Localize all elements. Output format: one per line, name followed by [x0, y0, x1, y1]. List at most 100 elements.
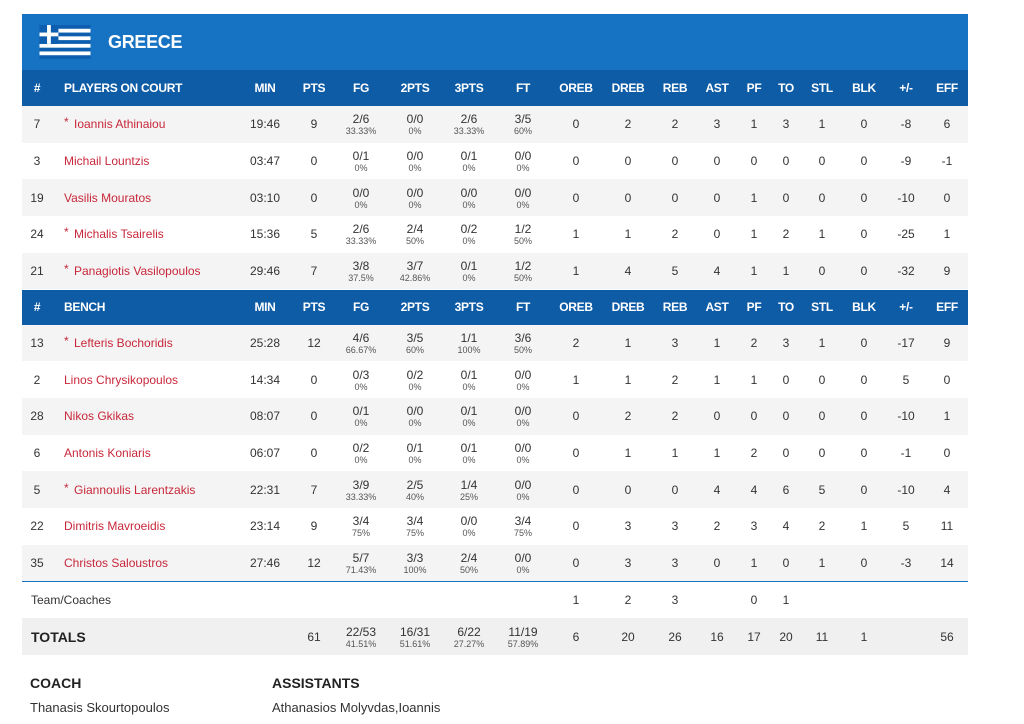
shot-pct: 0% [516, 565, 530, 576]
stat: 0 [713, 190, 721, 205]
stat: 29:46 [249, 264, 281, 279]
col-label: FG [352, 81, 370, 95]
player-name[interactable]: Michail Lountzis [64, 154, 150, 169]
col-label: +/- [899, 81, 913, 95]
stat: 0 [671, 190, 679, 205]
jersey: 19 [30, 190, 44, 205]
stat: 03:10 [249, 190, 281, 205]
col-label: AST [705, 300, 729, 314]
stat: 0 [943, 190, 951, 205]
stat: 20 [621, 629, 635, 644]
shot-made: 0/0 [406, 185, 424, 200]
shot-made: 0/0 [514, 551, 532, 566]
player-name[interactable]: Christos Saloustros [64, 556, 169, 571]
col-label: 2PTS [400, 81, 430, 95]
col-label: TO [778, 81, 794, 95]
col-label: 3PTS [454, 300, 484, 314]
stat: 0 [750, 593, 758, 608]
shot-made: 3/4 [514, 514, 532, 529]
player-name[interactable]: Ioannis Athinaiou [74, 117, 166, 132]
shot-pct: 0% [516, 163, 530, 174]
stat: 25:28 [249, 335, 281, 350]
col-label: TO [778, 300, 794, 314]
stat: 0 [782, 556, 790, 571]
shot-pct: 0% [462, 454, 476, 465]
stat: 06:07 [249, 445, 281, 460]
stat: 0 [782, 154, 790, 169]
col-label: BLK [852, 81, 876, 95]
stat: 61 [307, 629, 321, 644]
shot-pct: 75% [405, 528, 424, 539]
stat: 3 [624, 556, 632, 571]
starter-mark: * [64, 262, 69, 277]
stat: -9 [900, 154, 912, 169]
player-row: 19 Vasilis Mouratos 03:10 0 0/0 0% 0/0 0% 0/0 0% 0… [22, 179, 968, 218]
jersey: 22 [30, 519, 44, 534]
stat: 0 [310, 372, 318, 387]
stat: 0 [624, 190, 632, 205]
player-name[interactable]: Michalis Tsairelis [74, 227, 164, 242]
col-label: EFF [936, 300, 958, 314]
stat: 2 [713, 519, 721, 534]
stat: 1 [572, 227, 580, 242]
shot-pct: 0% [354, 199, 368, 210]
shot-made: 0/1 [460, 367, 478, 382]
col-label: REB [662, 300, 688, 314]
team-row: Team/Coaches 1 2 3 0 1 [22, 581, 968, 620]
stat: 0 [860, 227, 868, 242]
shot-pct: 0% [462, 381, 476, 392]
shot-made: 1/2 [514, 222, 532, 237]
stat: 6 [782, 482, 790, 497]
shot-made: 4/6 [352, 330, 370, 345]
shot-pct: 33.33% [345, 491, 377, 502]
shot-pct: 0% [354, 418, 368, 429]
stat: 1 [818, 227, 826, 242]
stat: 1 [624, 445, 632, 460]
shot-pct: 0% [462, 163, 476, 174]
shot-made: 0/1 [352, 404, 370, 419]
player-name[interactable]: Dimitris Mavroeidis [64, 519, 166, 534]
stat: -1 [900, 445, 912, 460]
shot-pct: 33.33% [345, 236, 377, 247]
team-name: GREECE [108, 32, 183, 52]
shot-made: 3/4 [406, 514, 424, 529]
stat: 4 [943, 482, 951, 497]
col-label: +/- [899, 300, 913, 314]
stat: 12 [307, 335, 321, 350]
shot-made: 0/0 [460, 185, 478, 200]
shot-made: 3/4 [352, 514, 370, 529]
shot-made: 2/6 [352, 222, 370, 237]
shot-made: 0/1 [406, 440, 424, 455]
shot-made: 0/1 [460, 404, 478, 419]
shot-pct: 0% [462, 199, 476, 210]
shot-pct: 0% [408, 126, 422, 137]
col-label: FT [515, 300, 531, 314]
shot-pct: 25% [459, 491, 478, 502]
shot-made: 0/1 [460, 440, 478, 455]
shot-made: 2/6 [460, 112, 478, 127]
player-name[interactable]: Linos Chrysikopoulos [64, 372, 179, 387]
player-row: 35 Christos Saloustros 27:46 12 5/7 71.43% 3/3… [22, 544, 968, 583]
player-name[interactable]: Nikos Gkikas [64, 409, 135, 424]
col-label: FT [515, 81, 531, 95]
shot-made: 0/0 [514, 149, 532, 164]
totals-label: TOTALS [31, 629, 86, 646]
shot-pct: 0% [408, 418, 422, 429]
col-label: AST [705, 81, 729, 95]
stat: 1 [750, 227, 758, 242]
shot-pct: 100% [457, 344, 481, 355]
stat: 19:46 [249, 117, 281, 132]
shot-made: 2/5 [406, 477, 424, 492]
shot-pct: 57.89% [507, 638, 539, 649]
shot-made: 0/2 [460, 222, 478, 237]
stat: 9 [310, 519, 318, 534]
stat: 2 [624, 593, 632, 608]
shot-pct: 60% [513, 126, 532, 137]
player-name[interactable]: Panagiotis Vasilopoulos [74, 264, 201, 279]
player-name[interactable]: Vasilis Mouratos [64, 190, 152, 205]
player-name[interactable]: Antonis Koniaris [64, 445, 151, 460]
stat: 0 [713, 227, 721, 242]
player-name[interactable]: Giannoulis Larentzakis [74, 482, 196, 497]
player-name[interactable]: Lefteris Bochoridis [74, 335, 173, 350]
shot-pct: 50% [513, 344, 532, 355]
